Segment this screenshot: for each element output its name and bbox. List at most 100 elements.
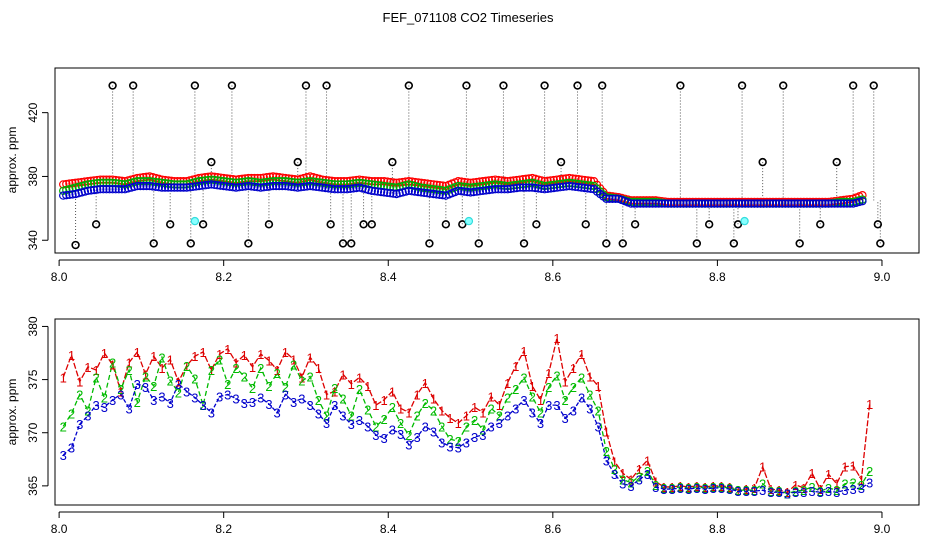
series-3-point: 3 xyxy=(751,484,758,499)
series-1-line xyxy=(62,337,871,493)
series-2-point: 2 xyxy=(76,387,83,402)
series-3-point xyxy=(312,182,321,192)
series-3-point xyxy=(327,184,336,194)
series-1-point: 1 xyxy=(479,406,486,421)
outlier-point xyxy=(816,220,825,229)
series-3-point xyxy=(163,183,173,192)
series-1-point: 1 xyxy=(413,387,420,402)
series-1-point: 1 xyxy=(84,360,91,375)
series-3-point: 3 xyxy=(208,406,215,421)
series-3-point xyxy=(65,190,74,199)
outlier-point xyxy=(618,239,627,248)
series-1-point: 1 xyxy=(389,384,396,399)
outlier-point xyxy=(597,81,607,90)
series-3-point xyxy=(318,183,327,192)
series-3-point xyxy=(744,199,753,208)
series-3-point xyxy=(216,181,225,190)
series-3-point xyxy=(790,199,799,208)
series-3-point xyxy=(256,183,265,192)
series-3-point xyxy=(642,199,651,208)
series-3-point xyxy=(89,185,99,195)
series-3-point xyxy=(268,181,278,191)
series-3-point xyxy=(293,183,302,192)
series-3-point: 3 xyxy=(603,453,610,468)
series-3-point: 3 xyxy=(652,480,659,495)
series-3-point: 3 xyxy=(446,440,453,455)
series-3-point xyxy=(731,199,741,208)
series-3-point: 3 xyxy=(356,413,363,428)
series-2-point: 2 xyxy=(413,409,420,424)
series-3-point xyxy=(253,183,262,192)
series-2-point: 2 xyxy=(134,395,141,410)
series-1-point: 1 xyxy=(372,398,379,413)
outlier-point xyxy=(301,81,311,90)
series-3-point xyxy=(839,199,849,208)
outlier-point xyxy=(573,81,582,90)
series-1-point: 1 xyxy=(751,481,758,496)
series-1-point: 1 xyxy=(652,475,659,490)
series-3-point xyxy=(83,186,93,196)
x-tick-label: 9.0 xyxy=(874,270,891,284)
series-3-point xyxy=(796,199,805,208)
series-3-point: 3 xyxy=(306,398,313,413)
series-3-point: 3 xyxy=(808,484,815,499)
series-3-point: 3 xyxy=(413,430,420,445)
series-2-point: 2 xyxy=(841,477,848,492)
series-2-point: 2 xyxy=(199,398,206,413)
series-3-point xyxy=(481,186,491,195)
series-3-point xyxy=(376,187,386,197)
series-2-point: 2 xyxy=(109,356,116,371)
series-3-point xyxy=(478,186,488,196)
series-3-point xyxy=(673,199,682,208)
series-3-point xyxy=(315,183,324,192)
series-1-point: 1 xyxy=(356,370,363,385)
series-1-point: 1 xyxy=(660,480,667,495)
series-3-point xyxy=(697,199,707,208)
series-1-point: 1 xyxy=(76,375,83,390)
series-2-point: 2 xyxy=(306,369,313,384)
series-3-point: 3 xyxy=(430,425,437,440)
series-2-point: 2 xyxy=(257,361,264,376)
series-2-point: 2 xyxy=(792,484,799,499)
series-2-point: 2 xyxy=(784,486,791,501)
series-1-point: 1 xyxy=(315,361,322,376)
series-1-point: 1 xyxy=(800,481,807,496)
series-2-point: 2 xyxy=(644,464,651,479)
series-3-point: 3 xyxy=(397,427,404,442)
outlier-point xyxy=(474,239,483,248)
outlier-point xyxy=(166,220,175,229)
series-3-point xyxy=(577,183,586,192)
series-3-point xyxy=(219,181,228,191)
series-2-point: 2 xyxy=(775,484,782,499)
y-tick-label: 380 xyxy=(26,166,40,186)
series-2-point: 2 xyxy=(315,393,322,408)
series-3-point xyxy=(787,199,796,208)
series-2-point: 2 xyxy=(93,370,100,385)
series-1-point: 1 xyxy=(183,359,190,374)
series-1-point: 1 xyxy=(348,377,355,392)
series-2-point: 2 xyxy=(372,419,379,434)
series-2-point: 2 xyxy=(512,382,519,397)
outlier-point xyxy=(519,239,529,248)
series-1-point: 1 xyxy=(792,478,799,493)
figure-title: FEF_071108 CO2 Timeseries xyxy=(383,10,554,25)
series-1-point: 1 xyxy=(726,480,733,495)
series-1-point: 1 xyxy=(759,460,766,475)
series-1-point: 1 xyxy=(438,403,445,418)
outlier-point xyxy=(729,239,739,248)
series-3-point xyxy=(663,199,673,208)
series-1-point: 1 xyxy=(833,477,840,492)
series-3-point xyxy=(565,181,574,191)
series-1-point: 1 xyxy=(734,483,741,498)
flagged-point xyxy=(740,216,749,226)
series-3-point xyxy=(521,183,531,192)
series-3-point xyxy=(170,183,179,192)
series-3-point xyxy=(805,199,815,208)
series-3-point xyxy=(241,182,250,191)
outlier-point xyxy=(207,157,216,167)
series-3-point: 3 xyxy=(389,423,396,438)
series-3-point xyxy=(182,183,191,192)
series-1-point: 1 xyxy=(850,459,857,474)
series-2-line xyxy=(62,355,871,494)
